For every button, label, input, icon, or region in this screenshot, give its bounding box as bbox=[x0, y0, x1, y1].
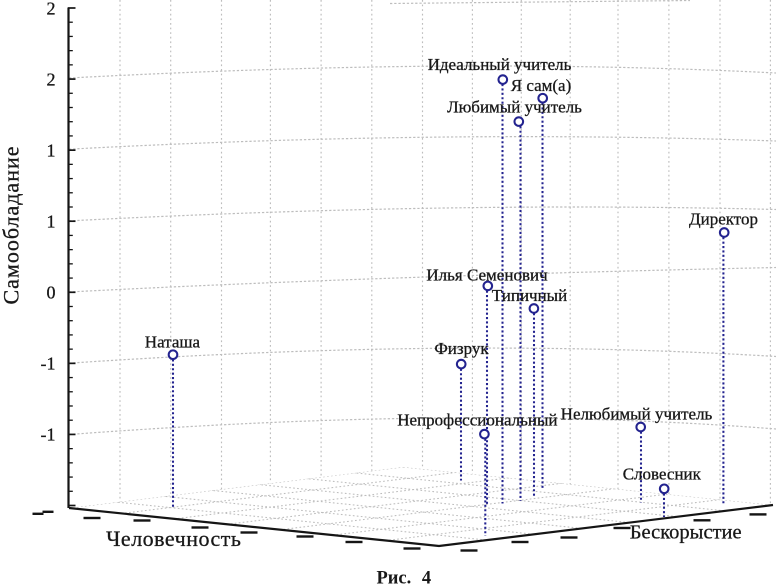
svg-text:Бескорыстие: Бескорыстие bbox=[630, 522, 742, 544]
svg-text:0: 0 bbox=[47, 283, 56, 303]
svg-text:-1: -1 bbox=[41, 354, 56, 374]
svg-text:2: 2 bbox=[47, 0, 56, 18]
svg-text:Типичный: Типичный bbox=[492, 286, 567, 305]
svg-text:Директор: Директор bbox=[689, 210, 758, 229]
svg-text:1: 1 bbox=[47, 212, 56, 232]
svg-text:Рис. 4: Рис. 4 bbox=[376, 569, 431, 586]
svg-text:Я сам(а): Я сам(а) bbox=[511, 76, 572, 95]
svg-text:Любимый учитель: Любимый учитель bbox=[447, 98, 582, 117]
svg-text:-1: -1 bbox=[41, 425, 56, 445]
svg-text:Илья Семенович: Илья Семенович bbox=[426, 265, 548, 284]
svg-text:Непрофессиональный: Непрофессиональный bbox=[397, 411, 557, 430]
svg-text:Нелюбимый учитель: Нелюбимый учитель bbox=[561, 405, 713, 424]
svg-text:Наташа: Наташа bbox=[145, 333, 201, 352]
svg-text:Самообладание: Самообладание bbox=[0, 145, 24, 304]
svg-text:2: 2 bbox=[47, 69, 56, 89]
svg-text:Идеальный учитель: Идеальный учитель bbox=[428, 55, 572, 74]
svg-text:Словесник: Словесник bbox=[623, 465, 702, 484]
svg-text:Физрук: Физрук bbox=[434, 339, 489, 358]
svg-text:Человечность: Человечность bbox=[106, 526, 241, 551]
svg-text:1: 1 bbox=[47, 140, 56, 160]
